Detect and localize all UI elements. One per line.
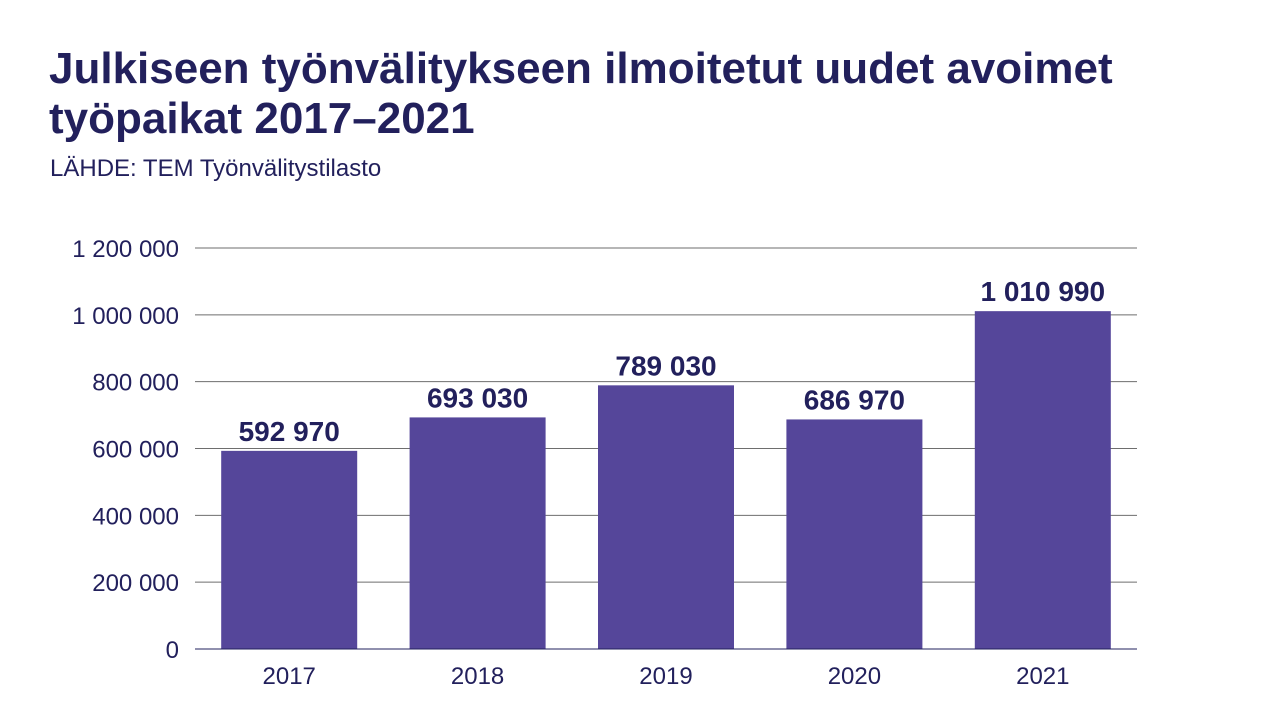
x-tick-label: 2018 (451, 663, 504, 690)
x-tick-label: 2019 (639, 663, 692, 690)
y-tick-label: 1 000 000 (72, 303, 179, 330)
y-tick-label: 200 000 (92, 570, 179, 597)
bar-2021 (974, 311, 1111, 649)
data-label: 1 010 990 (981, 276, 1106, 307)
bar-2019 (598, 385, 734, 649)
bar-2017 (221, 450, 358, 649)
bar-2018 (409, 417, 546, 649)
bar-2020 (786, 419, 923, 649)
data-label: 693 030 (427, 382, 528, 413)
y-tick-label: 0 (166, 637, 179, 664)
y-tick-label: 400 000 (92, 503, 179, 530)
data-label: 592 970 (239, 416, 340, 447)
chart-title: Julkiseen työnvälitykseen ilmoitetut uud… (49, 44, 1113, 143)
x-tick-label: 2017 (263, 663, 316, 690)
data-label: 789 030 (615, 350, 716, 381)
x-tick-label: 2020 (828, 663, 881, 690)
y-tick-label: 600 000 (92, 437, 179, 464)
chart-source: LÄHDE: TEM Työnvälitystilasto (50, 155, 382, 182)
y-tick-label: 800 000 (92, 370, 179, 397)
data-label: 686 970 (804, 384, 905, 415)
y-tick-label: 1 200 000 (72, 236, 179, 263)
x-tick-label: 2021 (1016, 663, 1069, 690)
